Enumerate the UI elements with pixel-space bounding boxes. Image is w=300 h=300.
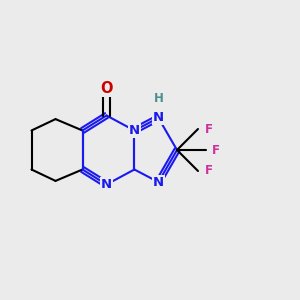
Text: H: H [154, 92, 163, 105]
Text: F: F [212, 143, 220, 157]
Text: F: F [205, 164, 213, 178]
Text: N: N [129, 124, 140, 137]
Text: N: N [153, 176, 164, 189]
Text: O: O [100, 81, 113, 96]
Text: N: N [101, 178, 112, 191]
Text: N: N [153, 111, 164, 124]
Text: F: F [205, 122, 213, 136]
